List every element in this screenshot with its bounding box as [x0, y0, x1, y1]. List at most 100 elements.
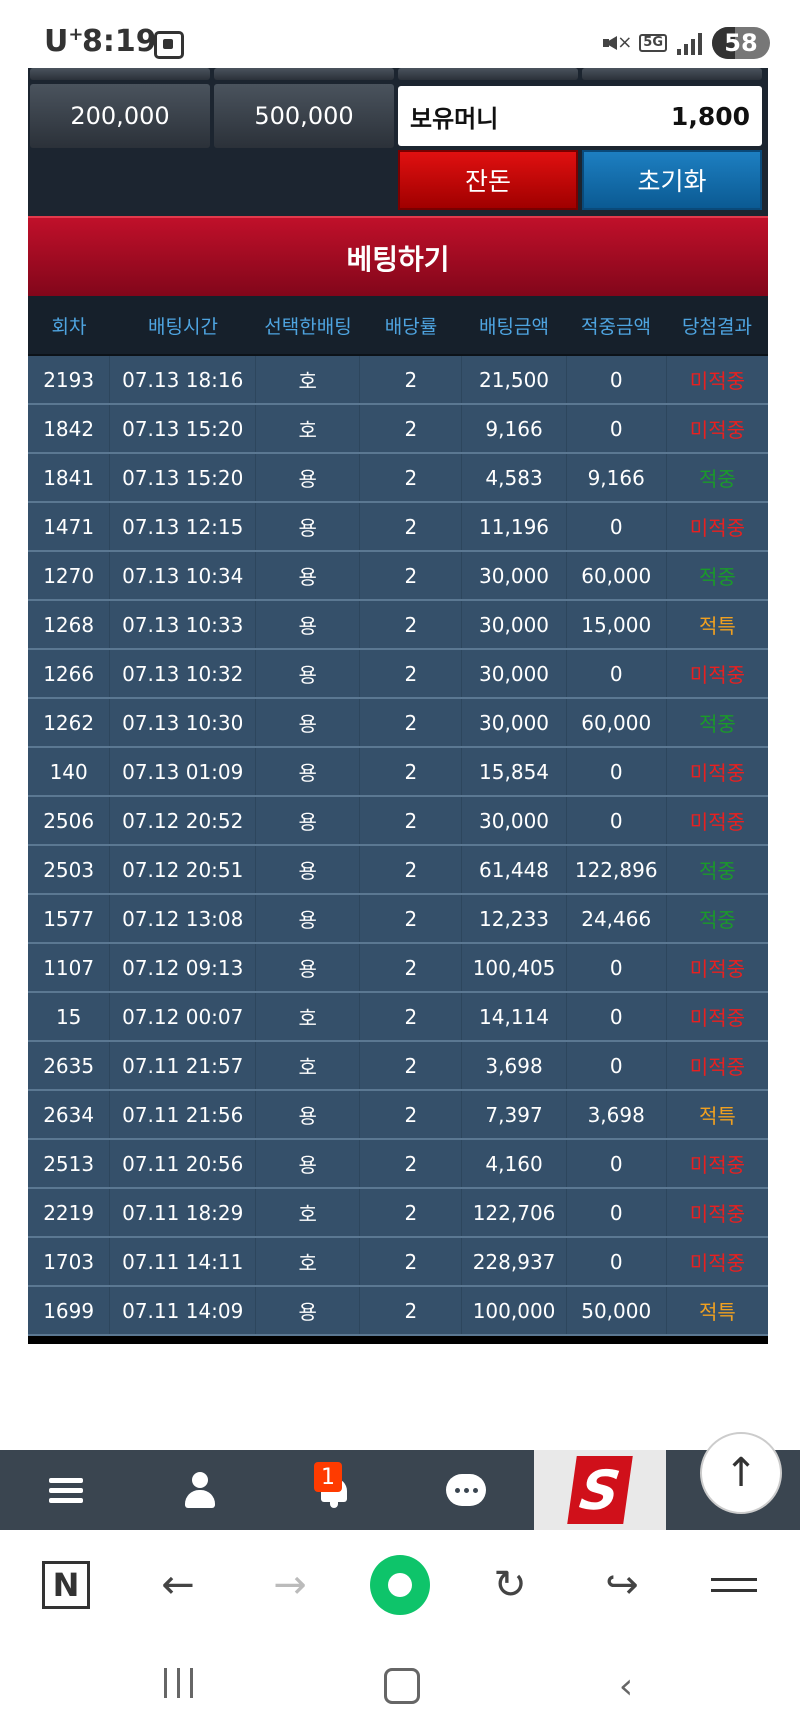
chip-button[interactable]	[214, 68, 394, 80]
table-row: 1471 07.13 12:15 용 2 11,196 0 미적중	[28, 503, 768, 552]
user-icon	[183, 1472, 217, 1508]
cell-win-amount: 60,000	[567, 699, 667, 746]
cell-bet-time: 07.11 18:29	[110, 1189, 257, 1236]
cell-bet-time: 07.13 15:20	[110, 405, 257, 452]
cell-bet-time: 07.13 10:30	[110, 699, 257, 746]
cell-result: 미적중	[689, 761, 745, 785]
back-button[interactable]: ←	[148, 1555, 208, 1615]
status-icons: × 5G 58	[603, 26, 770, 60]
cell-selection: 호	[256, 1042, 361, 1089]
browser-menu-button[interactable]	[704, 1555, 764, 1615]
cell-selection: 용	[256, 1287, 361, 1334]
table-row: 1841 07.13 15:20 용 2 4,583 9,166 적중	[28, 454, 768, 503]
cell-bet-time: 07.13 18:16	[110, 356, 257, 403]
cell-selection: 용	[256, 895, 361, 942]
cell-win-amount: 9,166	[567, 454, 667, 501]
cell-round: 2513	[28, 1140, 111, 1187]
scroll-top-button[interactable]: ↑	[700, 1432, 782, 1514]
cell-result: 미적중	[689, 1202, 745, 1226]
green-dot-button[interactable]	[370, 1555, 430, 1615]
chip-button[interactable]	[582, 68, 762, 80]
cell-result: 미적중	[689, 516, 745, 540]
cell-round: 2193	[28, 356, 111, 403]
cell-win-amount: 60,000	[567, 552, 667, 599]
arrow-left-icon: ←	[161, 1562, 195, 1608]
col-odds: 배당률	[384, 315, 438, 338]
cell-round: 2506	[28, 797, 111, 844]
cell-bet-amount: 3,698	[462, 1042, 567, 1089]
cell-win-amount: 24,466	[567, 895, 667, 942]
cell-bet-time: 07.13 01:09	[110, 748, 257, 795]
cell-round: 15	[28, 993, 111, 1040]
cell-bet-amount: 30,000	[462, 797, 567, 844]
bet-history-table: 회차 배팅시간 선택한배팅 배당률 배팅금액 적중금액 당첨결과 2193 07.…	[28, 296, 768, 1344]
menu-button[interactable]	[0, 1450, 132, 1530]
cell-result: 미적중	[689, 1055, 745, 1079]
home-icon	[384, 1668, 420, 1704]
cell-round: 140	[28, 748, 111, 795]
cell-win-amount: 0	[567, 1042, 667, 1089]
cell-bet-time: 07.13 10:33	[110, 601, 257, 648]
reset-button[interactable]: 초기화	[582, 150, 762, 210]
table-row: 2513 07.11 20:56 용 2 4,160 0 미적중	[28, 1140, 768, 1189]
cell-bet-time: 07.12 13:08	[110, 895, 257, 942]
cell-result: 미적중	[689, 1153, 745, 1177]
home-button[interactable]	[372, 1664, 432, 1708]
table-body: 2193 07.13 18:16 호 2 21,500 0 미적중 1842 07.13 15:…	[28, 356, 768, 1336]
site-logo-button[interactable]: S	[534, 1450, 666, 1530]
change-button[interactable]: 잔돈	[398, 150, 578, 210]
cell-result: 미적중	[689, 957, 745, 981]
cell-selection: 용	[256, 944, 361, 991]
chip-button[interactable]	[30, 68, 210, 80]
clock: 8:19	[82, 24, 157, 59]
cell-odds: 2	[360, 454, 463, 501]
chip-500000-button[interactable]: 500,000	[214, 84, 394, 148]
cell-round: 2634	[28, 1091, 111, 1138]
cell-round: 1471	[28, 503, 111, 550]
table-header: 회차 배팅시간 선택한배팅 배당률 배팅금액 적중금액 당첨결과	[28, 296, 768, 356]
mute-icon: ×	[603, 30, 632, 56]
table-row: 1577 07.12 13:08 용 2 12,233 24,466 적중	[28, 895, 768, 944]
naver-home-button[interactable]: N	[36, 1555, 96, 1615]
cell-selection: 용	[256, 1140, 361, 1187]
cell-odds: 2	[360, 601, 463, 648]
cell-win-amount: 0	[567, 993, 667, 1040]
table-row: 1270 07.13 10:34 용 2 30,000 60,000 적중	[28, 552, 768, 601]
my-page-button[interactable]	[134, 1450, 266, 1530]
logo-icon: S	[567, 1456, 633, 1524]
cell-bet-amount: 12,233	[462, 895, 567, 942]
cell-result: 미적중	[689, 663, 745, 687]
cell-selection: 용	[256, 748, 361, 795]
share-button[interactable]: ↪	[592, 1555, 652, 1615]
signal-icon	[677, 31, 702, 55]
col-result: 당첨결과	[682, 315, 752, 338]
cell-bet-time: 07.13 15:20	[110, 454, 257, 501]
system-back-button[interactable]: ‹	[596, 1664, 656, 1708]
cell-selection: 호	[256, 1238, 361, 1285]
carrier-label: U+	[44, 24, 84, 59]
table-row: 15 07.12 00:07 호 2 14,114 0 미적중	[28, 993, 768, 1042]
cell-odds: 2	[360, 503, 463, 550]
refresh-button[interactable]: ↻	[480, 1555, 540, 1615]
place-bet-button[interactable]: 베팅하기	[28, 216, 768, 298]
table-footer	[28, 1336, 768, 1344]
table-row: 2193 07.13 18:16 호 2 21,500 0 미적중	[28, 356, 768, 405]
cell-round: 1266	[28, 650, 111, 697]
battery-indicator: 58	[712, 27, 770, 59]
cell-odds: 2	[360, 1189, 463, 1236]
recents-button[interactable]	[148, 1664, 208, 1708]
cell-result: 미적중	[689, 369, 745, 393]
cell-win-amount: 0	[567, 1238, 667, 1285]
cell-bet-time: 07.12 20:51	[110, 846, 257, 893]
cell-odds: 2	[360, 650, 463, 697]
chat-button[interactable]	[400, 1450, 532, 1530]
chip-200000-button[interactable]: 200,000	[30, 84, 210, 148]
cell-selection: 용	[256, 797, 361, 844]
cell-bet-time: 07.13 12:15	[110, 503, 257, 550]
cell-round: 1703	[28, 1238, 111, 1285]
chip-button[interactable]	[398, 68, 578, 80]
table-row: 1703 07.11 14:11 호 2 228,937 0 미적중	[28, 1238, 768, 1287]
cell-result: 미적중	[689, 1006, 745, 1030]
share-icon: ↪	[605, 1562, 639, 1608]
forward-button[interactable]: →	[260, 1555, 320, 1615]
